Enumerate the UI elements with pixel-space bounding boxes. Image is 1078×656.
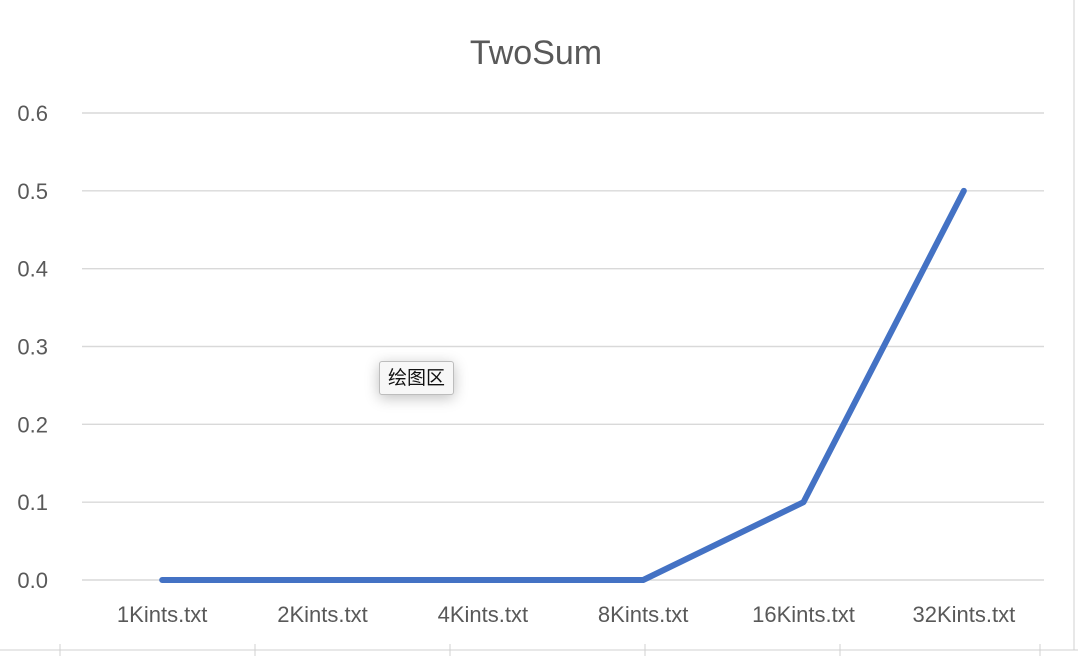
x-tick-label: 8Kints.txt bbox=[598, 602, 688, 627]
x-tick-label: 32Kints.txt bbox=[912, 602, 1015, 627]
y-tick-label: 0.4 bbox=[17, 257, 48, 282]
x-tick-label: 16Kints.txt bbox=[752, 602, 855, 627]
chart-title: TwoSum bbox=[470, 34, 602, 72]
y-tick-label: 0.0 bbox=[17, 568, 48, 593]
y-axis-tick-labels: 0.0 0.1 0.2 0.3 0.4 0.5 0.6 bbox=[17, 101, 48, 593]
x-axis-tick-labels: 1Kints.txt 2Kints.txt 4Kints.txt 8Kints.txt… bbox=[117, 602, 1015, 627]
series-line-0 bbox=[159, 187, 967, 583]
y-tick-label: 0.6 bbox=[17, 101, 48, 126]
x-tick-label: 2Kints.txt bbox=[277, 602, 367, 627]
y-tick-label: 0.5 bbox=[17, 179, 48, 204]
gridlines bbox=[82, 112, 1044, 581]
x-tick-label: 4Kints.txt bbox=[438, 602, 528, 627]
plot-area-tooltip: 绘图区 bbox=[379, 361, 455, 395]
y-tick-label: 0.3 bbox=[17, 335, 48, 360]
y-tick-label: 0.2 bbox=[17, 412, 48, 437]
series-layer bbox=[159, 187, 967, 583]
y-tick-label: 0.1 bbox=[17, 490, 48, 515]
x-tick-label: 1Kints.txt bbox=[117, 602, 207, 627]
